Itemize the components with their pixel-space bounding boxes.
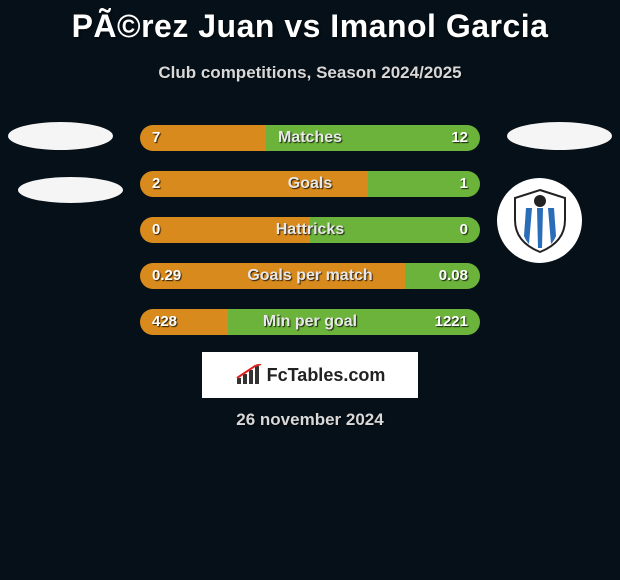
subtitle: Club competitions, Season 2024/2025 <box>0 63 620 83</box>
stat-row: 4281221Min per goal <box>140 309 480 335</box>
row-label: Goals <box>140 171 480 197</box>
stat-row: 21Goals <box>140 171 480 197</box>
brand-text: FcTables.com <box>267 365 386 386</box>
row-label: Matches <box>140 125 480 151</box>
brand-box[interactable]: FcTables.com <box>202 352 418 398</box>
date-text: 26 november 2024 <box>0 410 620 430</box>
stat-rows: 712Matches 21Goals 00Hattricks 0.290.08Goal… <box>140 125 480 355</box>
row-label: Min per goal <box>140 309 480 335</box>
club-badge <box>497 178 582 263</box>
shield-icon <box>505 186 575 256</box>
stat-row: 712Matches <box>140 125 480 151</box>
stat-row: 00Hattricks <box>140 217 480 243</box>
row-label: Goals per match <box>140 263 480 289</box>
page-title: PÃ©rez Juan vs Imanol Garcia <box>0 0 620 45</box>
chart-icon <box>235 364 263 386</box>
player-right-badge-1 <box>507 122 612 150</box>
row-label: Hattricks <box>140 217 480 243</box>
stat-row: 0.290.08Goals per match <box>140 263 480 289</box>
player-left-badge-2 <box>18 177 123 203</box>
player-left-badge-1 <box>8 122 113 150</box>
